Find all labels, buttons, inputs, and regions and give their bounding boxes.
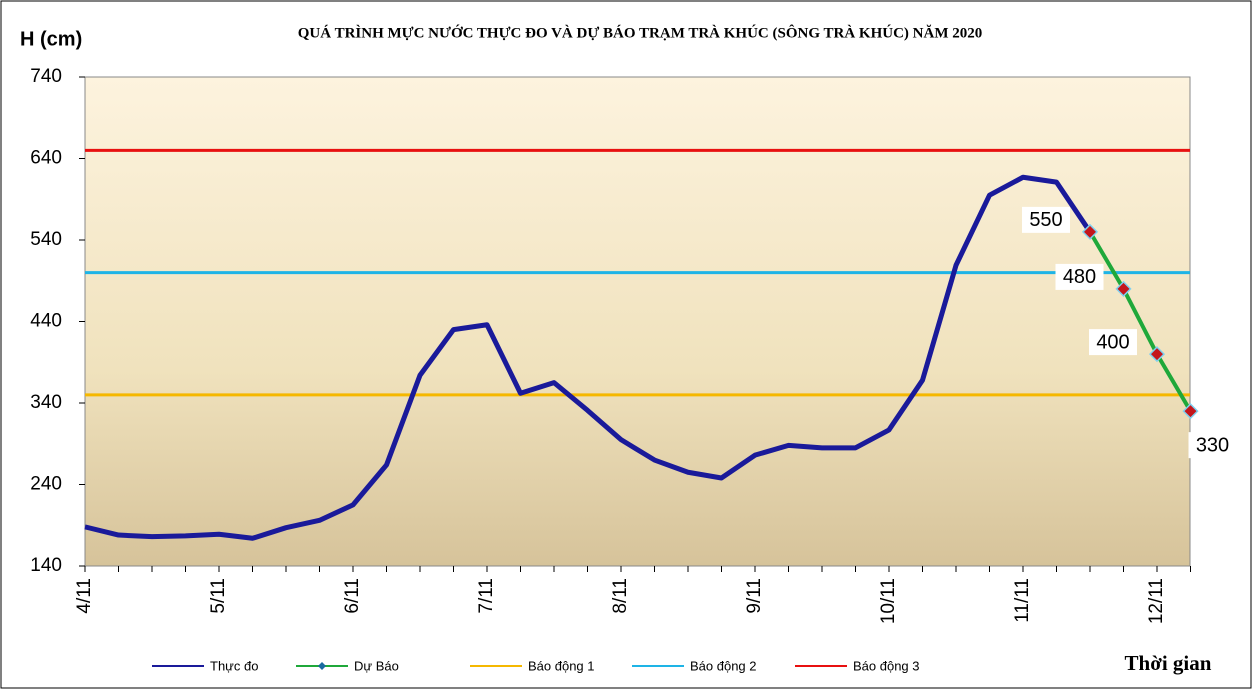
legend-label: Báo động 2 bbox=[690, 658, 757, 673]
forecast-marker bbox=[1148, 346, 1166, 363]
y-tick-label: 740 bbox=[30, 66, 62, 87]
x-tick-label: 5/11 bbox=[208, 578, 229, 614]
y-tick-label: 540 bbox=[30, 229, 62, 250]
forecast-marker bbox=[1182, 403, 1199, 420]
x-tick-label: 7/11 bbox=[476, 578, 497, 614]
forecast-marker bbox=[1081, 223, 1099, 240]
series-line bbox=[84, 174, 1093, 541]
data-label-box bbox=[1188, 432, 1237, 459]
y-tick-label: 640 bbox=[30, 148, 62, 169]
plot-area bbox=[84, 76, 1191, 567]
x-tick-label: 9/11 bbox=[744, 578, 765, 614]
legend-label: Thực đo bbox=[210, 658, 258, 673]
forecast-marker bbox=[1115, 280, 1132, 297]
series-line bbox=[1088, 230, 1193, 413]
x-tick-label: 8/11 bbox=[610, 578, 631, 614]
y-tick-label: 340 bbox=[30, 392, 62, 413]
data-label: 550 bbox=[1029, 209, 1062, 231]
y-tick-label: 440 bbox=[30, 311, 62, 332]
x-tick-label: 12/11 bbox=[1146, 578, 1167, 624]
data-label: 330 bbox=[1196, 434, 1229, 456]
data-label-box bbox=[1022, 206, 1070, 233]
y-tick-label: 140 bbox=[30, 555, 62, 576]
x-tick-label: 4/11 bbox=[74, 578, 95, 614]
y-tick-label: 240 bbox=[30, 474, 62, 495]
legend-marker bbox=[318, 662, 326, 670]
data-label: 480 bbox=[1063, 266, 1096, 288]
chart-title: QUÁ TRÌNH MỰC NƯỚC THỰC ĐO VÀ DỰ BÁO TRẠ… bbox=[298, 24, 982, 41]
x-tick-label: 6/11 bbox=[342, 578, 363, 614]
x-tick-label: 11/11 bbox=[1012, 578, 1033, 623]
data-label: 400 bbox=[1096, 331, 1129, 353]
data-label-box bbox=[1055, 263, 1104, 290]
data-label-box bbox=[1089, 329, 1137, 356]
legend-label: Báo động 1 bbox=[528, 658, 595, 673]
legend-label: Báo động 3 bbox=[853, 658, 920, 673]
y-axis-label: H (cm) bbox=[20, 28, 82, 50]
x-tick-label: 10/11 bbox=[878, 578, 899, 624]
x-axis-label: Thời gian bbox=[1125, 651, 1212, 675]
legend-label: Dự Báo bbox=[354, 658, 399, 673]
